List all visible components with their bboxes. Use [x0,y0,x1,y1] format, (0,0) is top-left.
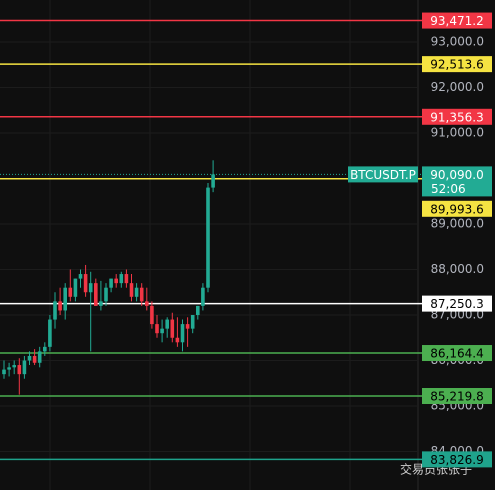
candle-body [27,355,32,361]
candle-body [139,287,144,302]
price-label-box [422,56,492,73]
price-label-box [422,200,492,217]
symbol-label: BTCUSDT.P [350,168,416,182]
candle-body [180,324,185,343]
symbol-box [348,166,418,183]
candle-body [22,360,27,375]
candle-body [155,324,159,334]
candle-body [206,187,210,288]
y-tick-label: 89,000.0 [431,217,484,231]
candle-body [7,367,11,370]
price-label-box [422,388,492,405]
candle-body [129,283,134,297]
y-tick-label: 91,000.0 [431,125,484,139]
last-price-label: 90,090.0 [430,168,483,182]
candle-body [150,305,154,325]
candle-body [185,324,190,329]
y-tick-label: 88,000.0 [431,262,484,276]
candle-body [83,274,88,293]
price-label: 83,826.9 [430,453,483,467]
price-label: 89,993.6 [430,202,483,216]
candle-body [104,287,108,302]
candle-body [134,287,139,297]
candle-body [201,287,205,306]
candle-body [211,174,215,188]
price-label-box [422,108,492,125]
candle-body [99,301,103,306]
price-label: 92,513.6 [430,58,483,72]
candle-body [145,301,149,306]
price-label: 87,250.3 [430,297,483,311]
candle-body [73,278,78,297]
vertical-grid [49,0,351,490]
candle-body [175,337,180,343]
candle-body [48,319,52,347]
candle-body [58,301,62,311]
price-label: 86,164.4 [430,347,483,361]
price-label: 85,219.8 [430,390,483,404]
candle-body [78,274,83,279]
candle-body [119,274,124,284]
candle-body [114,278,118,284]
candle-body [37,351,42,363]
candle-body [165,319,169,329]
candle-body [190,315,195,329]
price-label-box [422,12,492,29]
price-label: 91,356.3 [430,110,483,124]
y-tick-label: 93,000.0 [431,34,484,48]
candle-body [160,328,164,334]
last-price-box [422,166,492,197]
price-label-box [422,451,492,468]
countdown: 52:06 [431,182,466,196]
y-tick-label: 92,000.0 [431,80,484,94]
candle-body [109,278,113,288]
candle-body [68,287,73,297]
candle-body [17,365,22,375]
candle-body [124,274,129,284]
candle-body [43,346,47,352]
price-label-box [422,295,492,312]
candle-body [196,305,200,316]
candle-body [170,319,175,338]
candle-body [94,283,98,306]
price-label: 93,471.2 [430,14,483,28]
candle-body [12,365,16,368]
candle-body [32,355,37,363]
price-label-box [422,345,492,362]
candle-body [88,283,93,293]
candle-body [53,301,57,320]
candle-body [63,287,67,311]
candle-body [2,369,6,375]
